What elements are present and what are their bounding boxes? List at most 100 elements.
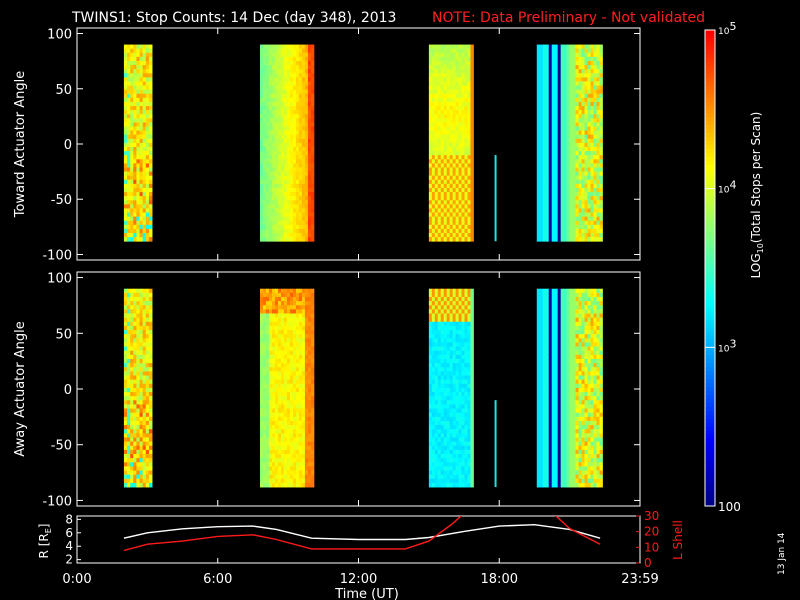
heatmap-cell (464, 200, 468, 205)
heatmap-cell (286, 305, 291, 310)
heatmap-cell (542, 192, 547, 197)
heatmap-cell (268, 466, 273, 471)
heatmap-cell (274, 462, 279, 467)
heatmap-cell (133, 85, 137, 91)
heatmap-cell (298, 52, 303, 58)
heatmap-cell (563, 89, 568, 95)
heatmap-cell (446, 151, 451, 156)
heatmap-cell (271, 196, 276, 201)
heatmap-cell (587, 56, 591, 62)
heatmap-cell (467, 110, 471, 115)
heatmap-cell (536, 233, 541, 238)
heatmap-cell (560, 183, 565, 189)
heatmap-cell (446, 404, 451, 409)
heatmap-cell (292, 330, 297, 335)
heatmap-cell (139, 470, 144, 476)
heatmap-cell (280, 288, 285, 294)
heatmap-cell (458, 97, 462, 103)
heatmap-cell (148, 474, 153, 480)
heatmap-cell (259, 155, 264, 160)
heatmap-cell (437, 142, 442, 148)
heatmap-cell (464, 183, 468, 189)
heatmap-cell (295, 350, 300, 356)
heatmap-cell (130, 163, 134, 168)
heatmap-cell (289, 454, 294, 459)
heatmap-cell (443, 392, 448, 397)
heatmap-cell (587, 171, 591, 177)
heatmap-cell (133, 358, 137, 364)
heatmap-cell (259, 233, 264, 238)
heatmap-cell (560, 73, 565, 78)
heatmap-cell (139, 288, 144, 294)
heatmap-cell (590, 204, 594, 209)
heatmap-cell (133, 192, 137, 197)
heatmap-cell (593, 114, 597, 119)
heatmap-cell (298, 69, 303, 74)
heatmap-cell (268, 305, 273, 310)
heatmap-cell (437, 288, 442, 294)
heatmap-cell (262, 420, 267, 426)
heatmap-cell (581, 159, 585, 164)
heatmap-cell (470, 73, 474, 78)
heatmap-cell (443, 216, 448, 222)
heatmap-cell (292, 69, 297, 74)
heatmap-cell (560, 85, 565, 91)
heatmap-cell (136, 367, 140, 372)
heatmap-cell (449, 482, 454, 488)
heatmap-cell (123, 292, 128, 298)
heatmap-cell (127, 396, 131, 401)
heatmap-cell (274, 383, 279, 389)
heatmap-cell (259, 73, 264, 78)
heatmap-cell (551, 163, 556, 168)
heatmap-cell (280, 379, 285, 385)
heatmap-cell (554, 167, 559, 172)
heatmap-cell (593, 233, 597, 238)
heatmap-cell (301, 416, 306, 422)
heatmap-cell (461, 429, 465, 434)
heatmap-cell (123, 301, 128, 306)
heatmap-cell (271, 338, 276, 343)
heatmap-cell (452, 151, 457, 156)
heatmap-cell (545, 56, 550, 62)
heatmap-cell (470, 101, 474, 107)
heatmap-cell (130, 146, 134, 152)
heatmap-cell (268, 101, 273, 107)
heatmap-cell (277, 196, 282, 201)
heatmap-cell (464, 122, 468, 127)
heatmap-cell (298, 237, 303, 242)
heatmap-cell (581, 93, 585, 99)
heatmap-cell (467, 101, 471, 107)
heatmap-cell (277, 216, 282, 222)
heatmap-cell (458, 89, 462, 95)
heatmap-cell (280, 56, 285, 62)
heatmap-cell (292, 400, 297, 405)
heatmap-cell (148, 379, 153, 385)
heatmap-cell (548, 48, 553, 54)
heatmap-cell (470, 196, 474, 201)
heatmap-cell (283, 371, 288, 376)
heatmap-cell (467, 97, 471, 103)
heatmap-cell (259, 301, 264, 306)
heatmap-cell (428, 458, 433, 463)
heatmap-cell (596, 183, 600, 189)
heatmap-cell (536, 212, 541, 218)
heatmap-cell (434, 114, 439, 119)
heatmap-cell (295, 77, 300, 82)
heatmap-cell (259, 228, 264, 234)
heatmap-cell (440, 85, 445, 91)
heatmap-cell (455, 60, 459, 66)
heatmap-cell (123, 196, 128, 201)
heatmap-cell (434, 110, 439, 115)
heatmap-cell (289, 383, 294, 389)
heatmap-cell (271, 408, 276, 414)
heatmap-cell (148, 420, 153, 426)
heatmap-cell (599, 77, 603, 82)
heatmap-cell (455, 317, 459, 323)
heatmap-cell (123, 379, 128, 385)
heatmap-cell (304, 69, 309, 74)
heatmap-cell (262, 400, 267, 405)
heatmap-cell (572, 60, 576, 66)
heatmap-cell (307, 44, 312, 50)
heatmap-cell (259, 220, 264, 226)
heatmap-cell (271, 81, 276, 86)
